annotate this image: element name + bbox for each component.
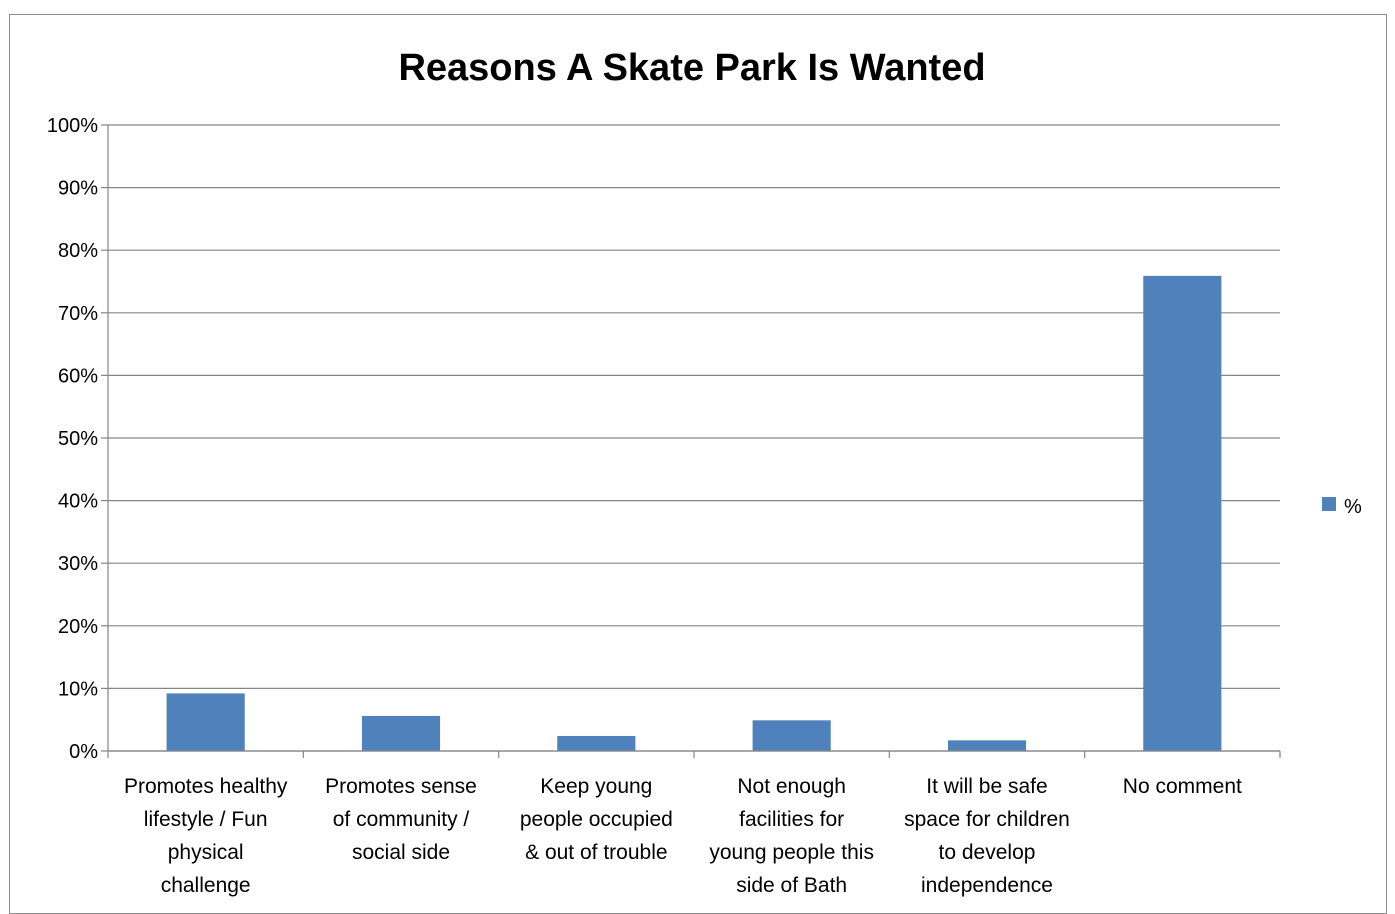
legend: % bbox=[1322, 496, 1362, 518]
x-category-label: Not enough facilities for young people thi… bbox=[709, 775, 874, 897]
x-axis: Promotes healthy lifestyle / Fun physical c… bbox=[107, 125, 1281, 897]
y-tick-label: 60% bbox=[58, 365, 98, 387]
y-tick-label: 0% bbox=[69, 741, 98, 763]
y-tick-label: 70% bbox=[58, 303, 98, 325]
x-category-label: It will be safe space for children to deve… bbox=[904, 775, 1070, 897]
bar bbox=[1143, 275, 1222, 751]
y-tick-label: 40% bbox=[58, 491, 98, 513]
bar bbox=[361, 715, 441, 751]
y-tick-label: 20% bbox=[58, 616, 98, 638]
y-tick-label: 30% bbox=[58, 553, 98, 575]
y-tick-label: 50% bbox=[58, 428, 98, 450]
x-category-label: Keep young people occupied & out of troubl… bbox=[520, 775, 673, 864]
chart-title: Reasons A Skate Park Is Wanted bbox=[398, 47, 985, 89]
y-tick-label: 10% bbox=[58, 678, 98, 700]
y-axis-ticks: 0% 10% 20% 30% 40% 50% 60% 70% 80% 90% 100% bbox=[47, 115, 98, 763]
x-category-label: No comment bbox=[1123, 775, 1242, 798]
bar bbox=[752, 720, 831, 751]
legend-label: % bbox=[1344, 496, 1362, 518]
x-category-label: Promotes sense of community / social side bbox=[325, 775, 477, 864]
y-tick-label: 80% bbox=[58, 240, 98, 262]
gridlines bbox=[101, 124, 1280, 752]
bar bbox=[557, 735, 636, 751]
bar bbox=[947, 740, 1027, 751]
legend-swatch bbox=[1322, 497, 1336, 511]
x-category-label: Promotes healthy lifestyle / Fun physical c… bbox=[124, 775, 288, 897]
y-tick-label: 90% bbox=[58, 178, 98, 200]
bars bbox=[166, 275, 1222, 751]
y-tick-label: 100% bbox=[47, 115, 98, 137]
bar bbox=[166, 693, 245, 751]
